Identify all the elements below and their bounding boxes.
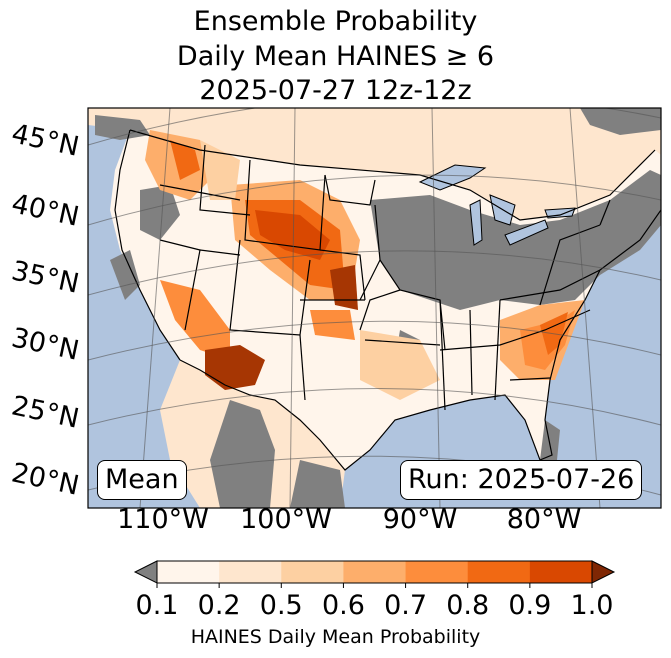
state-borders [114, 129, 661, 471]
title-line-2: Daily Mean HAINES ≥ 6 [176, 41, 495, 72]
colorbar-bin [405, 561, 469, 583]
colorbar-label: HAINES Daily Mean Probability [190, 626, 481, 648]
map-frame [87, 107, 662, 509]
title-line-1: Ensemble Probability [193, 6, 478, 37]
title-line-3: 2025-07-27 12z-12z [199, 75, 472, 106]
colorbar-bin [219, 561, 282, 583]
longitude-label: 100°W [240, 504, 332, 535]
colorbar-bin [343, 561, 407, 583]
colorbar-tick-label: 1.0 [570, 590, 614, 621]
colorbar-tick-label: 0.7 [384, 590, 428, 621]
colorbar-tick-label: 0.9 [508, 590, 552, 621]
colorbar-tick-label: 0.2 [197, 590, 241, 621]
colorbar-tick-label: 0.6 [321, 590, 365, 621]
great-lakes [418, 164, 576, 246]
colorbar-bin [281, 561, 344, 583]
longitude-label: 90°W [382, 504, 458, 535]
canada-land [88, 108, 661, 220]
colorbar-under-arrow [133, 560, 158, 584]
colorbar-bin [529, 561, 593, 583]
colorbar-bin [467, 561, 531, 583]
longitude-label: 110°W [117, 504, 209, 535]
colorbar-tick-label: 0.1 [135, 590, 179, 621]
colorbar-bin [157, 561, 220, 583]
run-date-box: Run: 2025-07-26 [400, 460, 643, 500]
colorbar-frame [156, 560, 593, 584]
stat-label-box: Mean [97, 460, 187, 500]
colorbar-over-arrow [591, 560, 616, 584]
colorbar-tick-label: 0.5 [259, 590, 303, 621]
longitude-label: 80°W [506, 504, 582, 535]
probability-fields [145, 130, 585, 400]
colorbar-tick-label: 0.8 [446, 590, 490, 621]
